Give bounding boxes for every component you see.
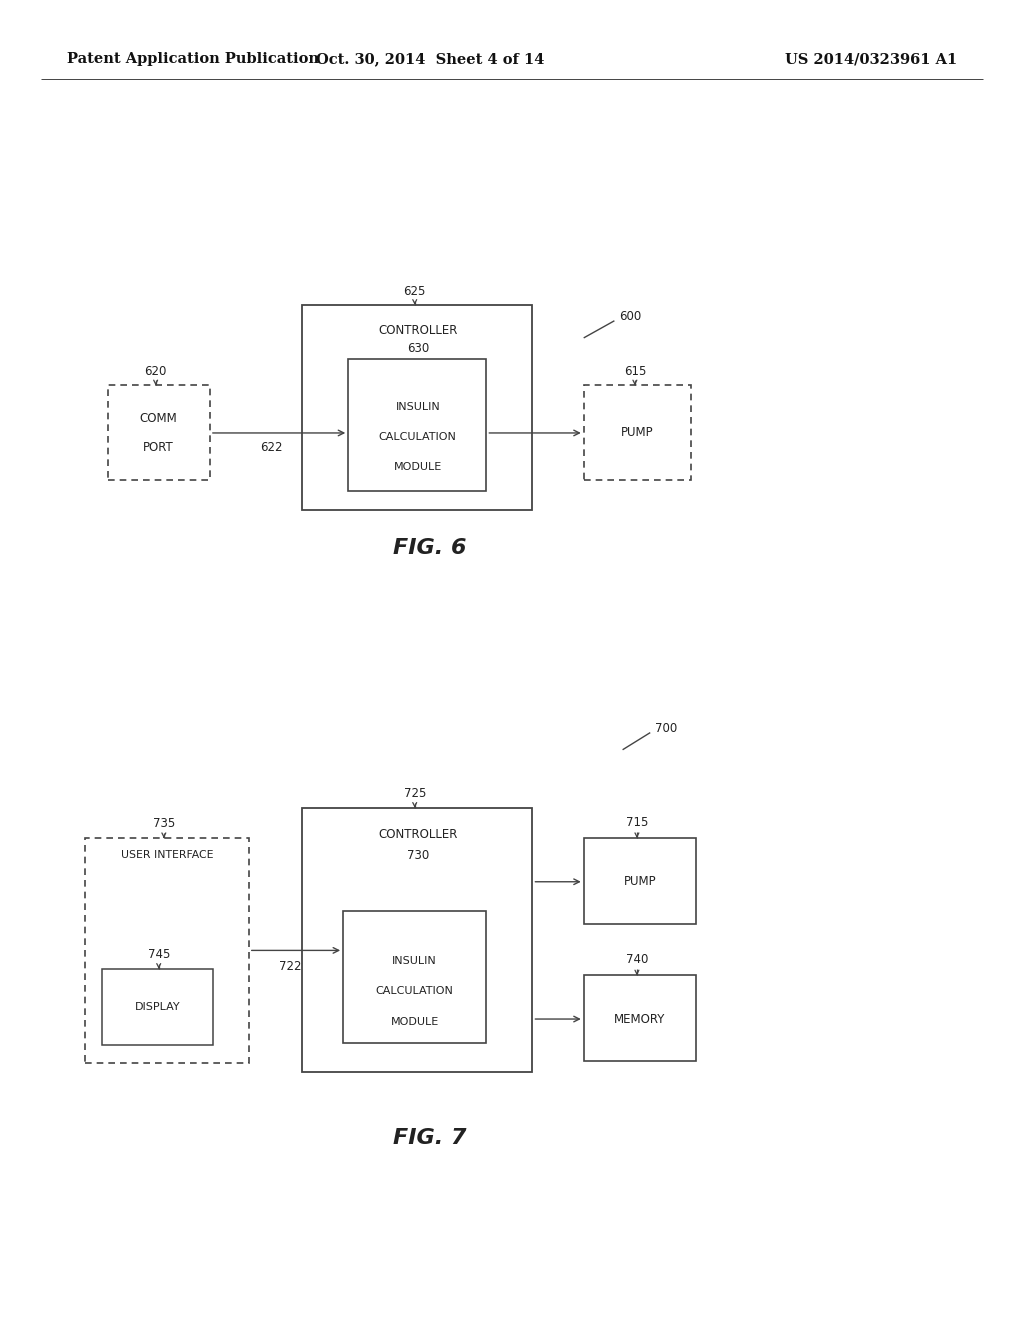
- Bar: [102, 969, 213, 1045]
- Text: INSULIN: INSULIN: [395, 401, 440, 412]
- Bar: [302, 305, 532, 510]
- Text: PUMP: PUMP: [624, 875, 656, 888]
- Text: 615: 615: [624, 364, 646, 378]
- Text: FIG. 6: FIG. 6: [393, 537, 467, 558]
- Text: 630: 630: [407, 342, 429, 355]
- Text: CALCULATION: CALCULATION: [376, 986, 454, 997]
- Text: 600: 600: [620, 310, 642, 323]
- Text: Patent Application Publication: Patent Application Publication: [67, 53, 318, 66]
- Bar: [108, 385, 210, 480]
- Bar: [343, 911, 486, 1043]
- Text: 745: 745: [147, 948, 170, 961]
- Bar: [584, 838, 696, 924]
- Bar: [584, 975, 696, 1061]
- Text: 735: 735: [153, 817, 175, 830]
- Bar: [584, 385, 691, 480]
- Bar: [302, 808, 532, 1072]
- Text: 620: 620: [144, 364, 167, 378]
- Bar: [85, 838, 249, 1063]
- Text: 740: 740: [626, 953, 648, 966]
- Bar: [348, 359, 486, 491]
- Text: 725: 725: [403, 787, 426, 800]
- Text: USER INTERFACE: USER INTERFACE: [121, 850, 213, 861]
- Text: 625: 625: [403, 285, 426, 298]
- Text: 622: 622: [260, 441, 283, 454]
- Text: CALCULATION: CALCULATION: [379, 432, 457, 442]
- Text: Oct. 30, 2014  Sheet 4 of 14: Oct. 30, 2014 Sheet 4 of 14: [315, 53, 545, 66]
- Text: MODULE: MODULE: [393, 462, 442, 473]
- Text: MEMORY: MEMORY: [614, 1012, 666, 1026]
- Text: 730: 730: [407, 849, 429, 862]
- Text: US 2014/0323961 A1: US 2014/0323961 A1: [785, 53, 957, 66]
- Text: INSULIN: INSULIN: [392, 956, 437, 966]
- Text: FIG. 7: FIG. 7: [393, 1127, 467, 1148]
- Text: 722: 722: [279, 960, 301, 973]
- Text: PORT: PORT: [143, 441, 174, 454]
- Text: PUMP: PUMP: [621, 426, 653, 440]
- Text: 715: 715: [626, 816, 648, 829]
- Text: MODULE: MODULE: [390, 1016, 439, 1027]
- Text: COMM: COMM: [140, 412, 177, 425]
- Text: DISPLAY: DISPLAY: [135, 1002, 180, 1012]
- Text: 700: 700: [655, 722, 678, 735]
- Text: CONTROLLER: CONTROLLER: [378, 828, 458, 841]
- Text: CONTROLLER: CONTROLLER: [378, 323, 458, 337]
